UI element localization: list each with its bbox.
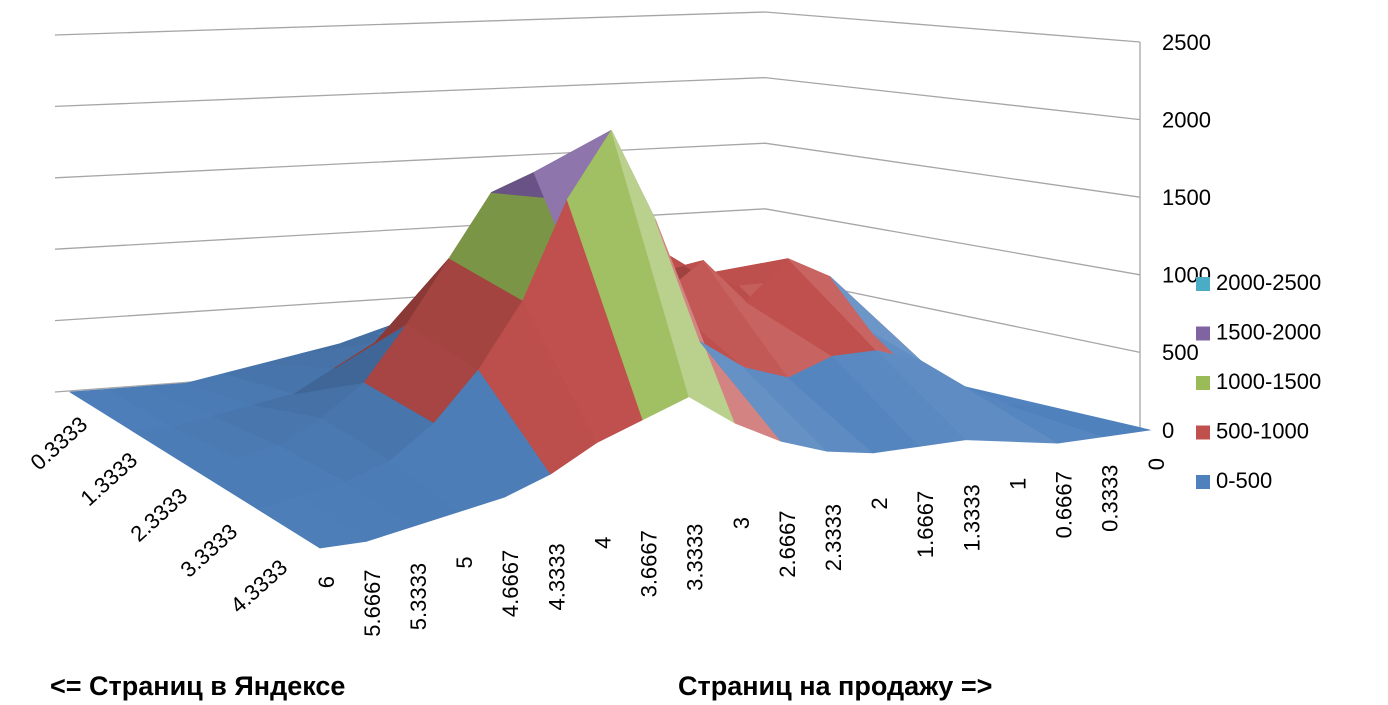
x-tick-label: 0: [1144, 458, 1169, 470]
x-tick-label: 3.6667: [637, 530, 662, 597]
x-tick-label: 4: [590, 537, 615, 549]
x-tick-label: 0.6667: [1052, 471, 1077, 538]
z-tick-label: 1500: [1162, 185, 1211, 210]
x-tick-label: 5.6667: [360, 569, 385, 636]
x-axis-title: Страниц на продажу =>: [678, 671, 992, 701]
depth-tick-label: 3.3333: [175, 519, 242, 583]
x-tick-label: 1.6667: [913, 491, 938, 558]
legend-label: 500-1000: [1216, 418, 1309, 443]
surface: [69, 129, 1151, 549]
depth-tick-label: 0.3333: [25, 411, 92, 475]
depth-tick-label: 2.3333: [125, 483, 192, 547]
surface-cell: [1009, 404, 1151, 438]
x-tick-label: 2: [867, 497, 892, 509]
legend-swatch: [1196, 425, 1210, 440]
x-tick-label: 4.3333: [544, 543, 569, 610]
z-tick-label: 0: [1162, 418, 1174, 443]
legend-swatch: [1196, 475, 1210, 489]
depth-tick-label: 4.3333: [225, 554, 292, 618]
grid-line: [54, 11, 1141, 43]
legend-label: 1500-2000: [1216, 319, 1321, 344]
grid-line: [54, 76, 1141, 121]
x-tick-label: 5.3333: [406, 563, 431, 630]
x-tick-label: 0.3333: [1098, 465, 1123, 532]
legend-swatch: [1196, 376, 1210, 390]
z-tick-label: 2500: [1162, 30, 1211, 55]
x-tick-label: 1: [1005, 478, 1030, 490]
x-tick-label: 4.6667: [498, 550, 523, 617]
z-tick-label: 500: [1162, 340, 1199, 365]
legend-label: 1000-1500: [1216, 369, 1321, 394]
grid-line: [54, 208, 1141, 276]
x-tick-label: 3.3333: [683, 524, 708, 591]
x-tick-label: 3: [729, 517, 754, 529]
depth-tick-label: 1.3333: [75, 447, 142, 511]
x-tick-label: 2.6667: [775, 510, 800, 577]
x-tick-label: 6: [314, 576, 339, 588]
legend-label: 2000-2500: [1216, 270, 1321, 295]
legend-label: 0-500: [1216, 468, 1272, 493]
depth-axis-title: <= Страниц в Яндексе: [50, 671, 345, 701]
z-tick-label: 2000: [1162, 107, 1211, 132]
x-tick-label: 2.3333: [821, 504, 846, 571]
x-tick-label: 1.3333: [959, 484, 984, 551]
legend-swatch: [1196, 326, 1210, 341]
legend-swatch: [1196, 277, 1210, 291]
x-tick-label: 5: [452, 556, 477, 568]
grid-line: [54, 142, 1141, 198]
